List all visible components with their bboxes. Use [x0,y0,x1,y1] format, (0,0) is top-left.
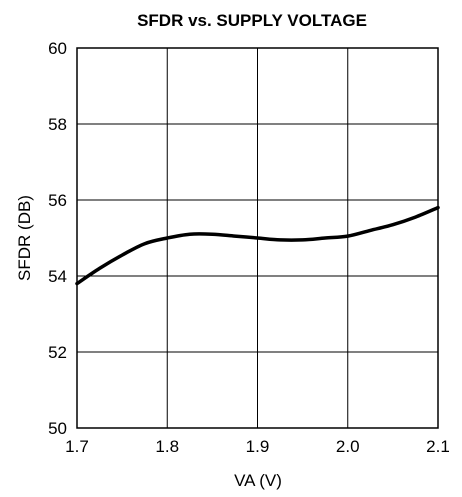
x-tick-label: 1.8 [155,437,179,456]
y-ticks: 50 52 54 56 58 60 [48,39,67,438]
x-tick-label: 2.0 [336,437,360,456]
x-tick-label: 1.7 [65,437,89,456]
y-axis-label: SFDR (DB) [15,195,34,281]
grid [77,48,438,428]
y-tick-label: 58 [48,115,67,134]
x-axis-label: VA (V) [234,471,282,490]
series-line [75,205,440,286]
x-ticks: 1.7 1.8 1.9 2.0 2.1 [65,437,450,456]
chart-title: SFDR vs. SUPPLY VOLTAGE [137,11,367,30]
y-tick-label: 54 [48,267,67,286]
plot-frame [76,47,439,429]
y-tick-label: 52 [48,343,67,362]
x-tick-label: 2.1 [426,437,450,456]
y-tick-label: 60 [48,39,67,58]
y-tick-label: 50 [48,419,67,438]
x-tick-label: 1.9 [246,437,270,456]
y-tick-label: 56 [48,191,67,210]
